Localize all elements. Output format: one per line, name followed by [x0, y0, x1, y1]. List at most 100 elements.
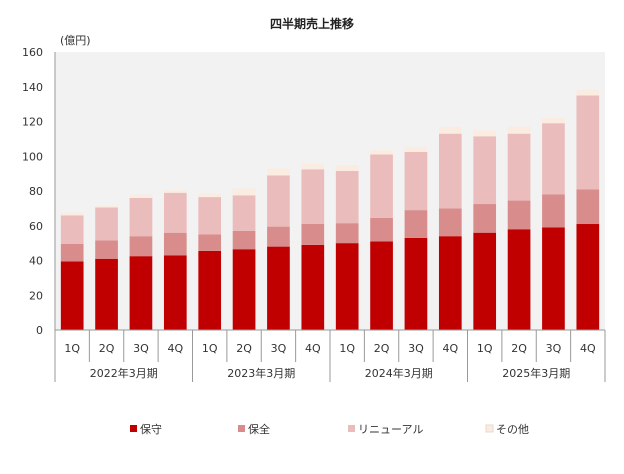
group-label: 2022年3月期 [90, 366, 158, 380]
bar-segment-2 [542, 123, 565, 195]
bar-segment-1 [438, 208, 462, 237]
bar-segment-2 [129, 197, 153, 237]
legend-swatch [348, 425, 355, 432]
bar-segment-2 [370, 154, 393, 218]
bar-segment-1 [335, 223, 359, 244]
bar-segment-1 [507, 200, 531, 230]
bar-segment-0 [473, 232, 497, 330]
legend-label: 保全 [248, 422, 270, 436]
bar-segment-0 [404, 237, 428, 330]
y-tick-label: 0 [36, 324, 43, 337]
bar-segment-2 [232, 195, 256, 231]
bar-segment-2 [267, 175, 290, 227]
bar-segment-0 [129, 256, 153, 330]
bar-segment-0 [335, 243, 359, 330]
bar-segment-1 [60, 243, 84, 262]
bar-segment-3 [335, 164, 359, 172]
bar-segment-3 [129, 194, 153, 198]
bar-segment-1 [576, 189, 600, 225]
x-axis: 1Q 2Q 3Q 4Q 1Q 2Q 3Q 4Q 1Q 2Q 3Q 4Q 1Q 2Q 3Q 4Q 2022年3月期… [54, 329, 606, 382]
bar-segment-1 [129, 236, 153, 257]
x-tick-label: 2Q [236, 342, 252, 355]
bar-segment-0 [542, 227, 565, 330]
bar-segment-0 [198, 250, 222, 330]
y-tick-label: 60 [29, 220, 43, 233]
legend-label: その他 [496, 423, 529, 436]
group-label: 2024年3月期 [365, 366, 433, 380]
bar-segment-2 [507, 133, 531, 201]
bar-segment-1 [267, 226, 290, 247]
bar-segment-2 [404, 151, 428, 211]
bar-segment-1 [542, 194, 565, 228]
x-tick-label: 1Q [64, 342, 80, 355]
x-tick-label: 2Q [99, 342, 115, 355]
y-tick-label: 120 [22, 116, 43, 129]
bar-segment-3 [370, 150, 393, 155]
bar-segment-2 [438, 133, 462, 209]
bar-segment-2 [301, 169, 325, 225]
bar-segment-1 [473, 204, 497, 233]
x-tick-label: 3Q [408, 342, 424, 355]
bar-segment-2 [95, 207, 118, 241]
bar-segment-2 [60, 215, 84, 244]
bar-segment-1 [301, 224, 325, 245]
y-tick-label: 160 [22, 46, 43, 59]
y-tick-label: 20 [29, 289, 43, 302]
bar-segment-2 [335, 171, 359, 224]
x-tick-label: 1Q [477, 342, 493, 355]
y-tick-label: 140 [22, 81, 43, 94]
bar-segment-1 [95, 240, 118, 259]
y-tick-label: 40 [29, 255, 43, 268]
x-tick-label: 4Q [305, 342, 321, 355]
group-label: 2025年3月期 [502, 366, 570, 380]
bar-segment-1 [198, 234, 222, 251]
bar-segment-0 [163, 255, 187, 330]
bar-segment-3 [404, 146, 428, 152]
bar-segment-3 [542, 118, 565, 124]
x-tick-label: 4Q [442, 342, 458, 355]
bar-segment-0 [370, 241, 393, 330]
bar-segment-3 [198, 193, 222, 198]
legend-swatch [238, 425, 245, 432]
bar-segment-1 [163, 232, 187, 256]
y-tick-label: 80 [29, 185, 43, 198]
bar-segment-2 [576, 95, 600, 190]
x-tick-label: 3Q [271, 342, 287, 355]
bar-segment-1 [232, 230, 256, 250]
bar-segment-2 [163, 192, 187, 233]
bar-segment-0 [232, 249, 256, 330]
x-tick-label: 1Q [202, 342, 218, 355]
legend-label: 保守 [140, 422, 162, 436]
bar-segment-0 [95, 258, 118, 330]
legend: 保守 保全 リニューアル その他 [130, 422, 529, 436]
bar-segment-3 [473, 130, 497, 137]
bar-segment-2 [198, 197, 222, 235]
chart-title: 四半期売上推移 [270, 16, 354, 31]
bar-segment-0 [438, 236, 462, 330]
bar-segment-3 [507, 126, 531, 134]
y-axis: 0 20 40 60 80 100 120 140 160 [22, 46, 56, 337]
x-tick-label: 4Q [167, 342, 183, 355]
bar-segment-1 [404, 210, 428, 238]
bar-segment-0 [60, 261, 84, 330]
bar-segment-0 [301, 244, 325, 330]
bar-segment-3 [60, 212, 84, 216]
bars [60, 89, 600, 330]
bar-segment-3 [232, 188, 256, 196]
legend-swatch [485, 424, 494, 433]
x-tick-label: 3Q [133, 342, 149, 355]
bar-segment-3 [576, 89, 600, 96]
y-tick-label: 100 [22, 150, 43, 163]
x-tick-label: 2Q [511, 342, 527, 355]
bar-segment-3 [163, 190, 187, 193]
x-tick-label: 2Q [374, 342, 390, 355]
bar-segment-2 [473, 136, 497, 205]
bar-segment-0 [267, 246, 290, 330]
x-tick-label: 4Q [580, 342, 596, 355]
bar-segment-3 [301, 163, 325, 170]
legend-swatch [130, 425, 137, 432]
bar-segment-3 [267, 168, 290, 176]
bar-segment-0 [507, 229, 531, 330]
bar-segment-3 [438, 126, 462, 134]
